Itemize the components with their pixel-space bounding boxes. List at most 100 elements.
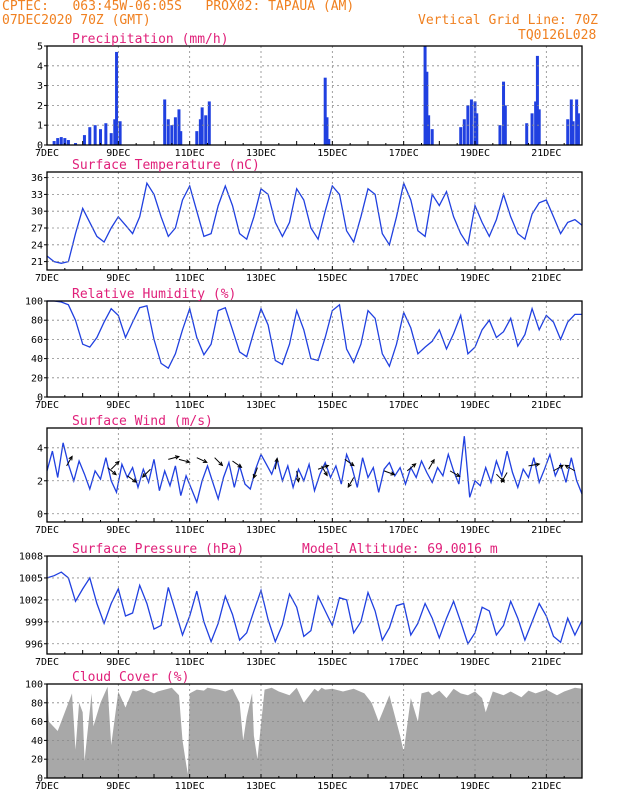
precip-ytick-label: 0 <box>37 141 43 152</box>
precip-bar <box>498 125 502 145</box>
pres-xtick-label: 21DEC <box>531 657 561 668</box>
pres-ytick-label: 996 <box>25 639 43 650</box>
precip-bar <box>195 131 199 145</box>
wind-arrow <box>321 465 328 476</box>
rh-title: Relative Humidity (%) <box>72 287 236 302</box>
wind-arrow-head <box>323 471 328 477</box>
pres-ytick-label: 999 <box>25 617 43 628</box>
wind-arrow-head <box>141 473 147 478</box>
rh-ytick-label: 40 <box>31 354 43 365</box>
precip-bar <box>66 140 70 145</box>
precip-bar <box>56 138 60 145</box>
wind-ytick-label: 4 <box>37 443 43 454</box>
wind-arrow <box>126 475 137 483</box>
cloud-ytick-label: 60 <box>31 717 43 728</box>
rh-xtick-label: 7DEC <box>35 400 59 411</box>
wind-arrow-head <box>202 458 208 463</box>
wind-arrow <box>317 464 329 470</box>
precip-bar <box>323 77 327 145</box>
wind-arrow <box>142 468 151 478</box>
wind-xtick-label: 11DEC <box>175 525 205 536</box>
precip-bar <box>118 121 122 145</box>
precip-bar <box>534 101 538 145</box>
cloud-area <box>47 686 582 778</box>
pres-xtick-label: 13DEC <box>246 657 276 668</box>
precip-bar <box>575 99 579 145</box>
cloud-ytick-label: 80 <box>31 698 43 709</box>
wind-arrow <box>449 470 460 477</box>
precip-bar <box>475 113 479 145</box>
precip-bar <box>109 133 113 145</box>
wind-arrow <box>501 472 508 483</box>
precip-bar <box>459 127 463 145</box>
pres-xtick-label: 9DEC <box>106 657 130 668</box>
precip-bar <box>571 121 575 145</box>
wind-arrow <box>383 470 395 476</box>
rh-panel <box>44 300 583 398</box>
rh-ytick-label: 0 <box>37 393 43 404</box>
precip-bar <box>52 141 56 145</box>
precip-panel <box>44 45 583 146</box>
temp-xtick-label: 7DEC <box>35 273 59 284</box>
precip-bar <box>469 99 473 145</box>
pres-xtick-label: 15DEC <box>317 657 347 668</box>
precip-xtick-label: 13DEC <box>246 148 276 159</box>
precip-bar <box>427 115 431 145</box>
temp-ytick-label: 36 <box>31 173 43 184</box>
pres-xtick-label: 17DEC <box>389 657 419 668</box>
precip-bar <box>525 123 529 145</box>
rh-xtick-label: 9DEC <box>106 400 130 411</box>
wind-xtick-label: 15DEC <box>317 525 347 536</box>
pres-frame <box>46 555 583 655</box>
wind-arrow <box>196 457 207 463</box>
precip-ytick-label: 3 <box>37 81 43 92</box>
rh-xtick-label: 21DEC <box>531 400 561 411</box>
precip-bar <box>566 119 570 145</box>
pres-series-line <box>46 571 583 646</box>
precip-bar <box>59 137 63 145</box>
pres-xtick-label: 11DEC <box>175 657 205 668</box>
wind-arrow-head <box>411 463 417 468</box>
wind-arrow-head <box>295 477 301 483</box>
pres-title: Surface Pressure (hPa) <box>72 542 244 557</box>
precip-bar <box>430 129 434 145</box>
wind-arrow <box>406 463 416 472</box>
temp-panel <box>44 171 583 271</box>
precip-frame <box>46 45 583 146</box>
precip-bar <box>423 46 427 145</box>
rh-xtick-label: 13DEC <box>246 400 276 411</box>
precip-xtick-label: 7DEC <box>35 148 59 159</box>
precip-title: Precipitation (mm/h) <box>72 32 229 47</box>
temp-series-line <box>46 181 583 264</box>
cloud-panel <box>44 683 583 779</box>
temp-xtick-label: 21DEC <box>531 273 561 284</box>
cloud-ytick-label: 0 <box>37 774 43 785</box>
cloud-title: Cloud Cover (%) <box>72 670 189 685</box>
temp-xtick-label: 17DEC <box>389 273 419 284</box>
pres-ytick-label: 1005 <box>19 573 43 584</box>
precip-xtick-label: 17DEC <box>389 148 419 159</box>
wind-arrow <box>344 458 355 467</box>
vertical-grid-label: Vertical Grid Line: 70Z <box>418 13 599 28</box>
precip-xtick-label: 15DEC <box>317 148 347 159</box>
wind-series-line <box>46 436 583 505</box>
precip-bar <box>74 143 78 145</box>
wind-arrow <box>66 456 73 467</box>
pres-panel <box>44 555 583 655</box>
pres-xtick-label: 7DEC <box>35 657 59 668</box>
wind-arrow-head <box>349 461 355 467</box>
precip-xtick-label: 9DEC <box>106 148 130 159</box>
precip-bar <box>163 99 167 145</box>
precip-ytick-label: 5 <box>37 42 43 53</box>
precip-bar <box>537 109 541 145</box>
precip-bar <box>170 125 174 145</box>
wind-xtick-label: 19DEC <box>460 525 490 536</box>
wind-arrow-head <box>218 461 224 467</box>
wind-panel <box>44 427 583 523</box>
wind-xtick-label: 9DEC <box>106 525 130 536</box>
cloud-xtick-label: 19DEC <box>460 781 490 792</box>
temp-title: Surface Temperature (nC) <box>72 158 260 173</box>
cloud-xtick-label: 11DEC <box>175 781 205 792</box>
wind-arrow-head <box>237 463 243 468</box>
